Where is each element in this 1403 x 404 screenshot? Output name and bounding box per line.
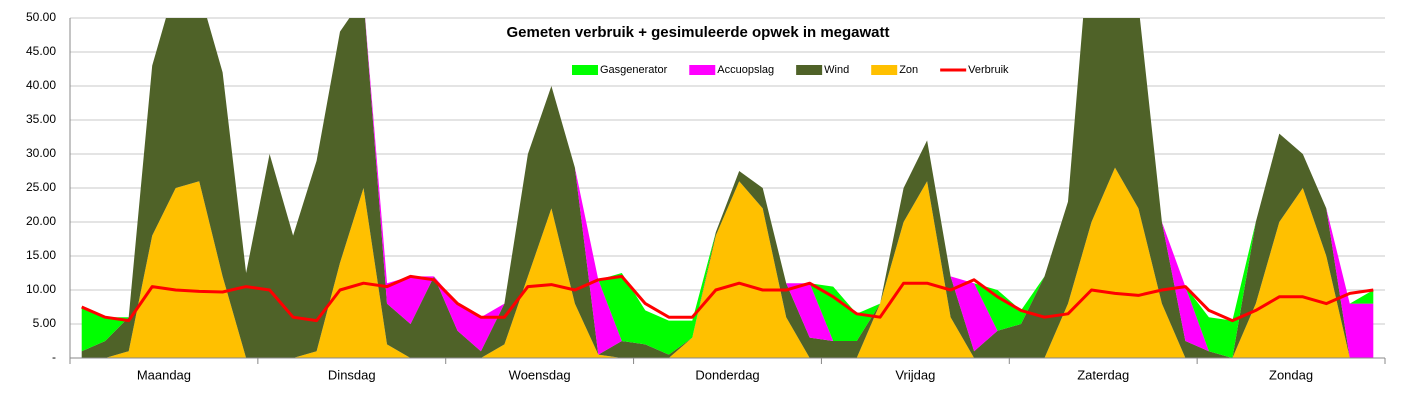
y-tick-label: 15.00 [26, 248, 56, 262]
y-tick-label: - [52, 350, 56, 364]
legend-swatch [871, 65, 898, 75]
legend-label: Gasgenerator [600, 64, 668, 76]
y-tick-label: 45.00 [26, 44, 56, 58]
plot-area [81, 18, 1374, 358]
legend-label: Verbruik [968, 64, 1009, 76]
legend-label: Wind [824, 64, 849, 76]
axes: - 5.00 10.00 15.00 20.00 25.00 30.00 35.00 40.00… [26, 10, 1386, 382]
chart-title: Gemeten verbruik + gesimuleerde opwek in… [506, 24, 889, 41]
y-tick-label: 30.00 [26, 146, 56, 160]
y-tick-label: 50.00 [26, 10, 56, 24]
legend: Gasgenerator Accuopslag Wind Zon Verbruik [572, 64, 1009, 76]
legend-swatch [572, 65, 598, 75]
x-tick-label: Woensdag [509, 367, 571, 382]
area [81, 18, 1374, 358]
x-tick-label: Zondag [1269, 367, 1313, 382]
y-tick-label: 25.00 [26, 180, 56, 194]
legend-swatch [689, 65, 716, 75]
legend-swatch [796, 65, 823, 75]
y-tick-label: 5.00 [33, 316, 57, 330]
x-tick-label: Dinsdag [328, 367, 376, 382]
x-tick-label: Zaterdag [1077, 367, 1129, 382]
area [81, 167, 1374, 358]
x-tick-label: Donderdag [695, 367, 759, 382]
legend-label: Accuopslag [717, 64, 774, 76]
y-tick-label: 40.00 [26, 78, 56, 92]
line [81, 274, 1374, 323]
y-tick-label: 20.00 [26, 214, 56, 228]
x-tick-label: Maandag [137, 367, 191, 382]
x-tick-label: Vrijdag [895, 367, 935, 382]
legend-label: Zon [899, 64, 918, 76]
y-tick-label: 10.00 [26, 282, 56, 296]
y-tick-label: 35.00 [26, 112, 56, 126]
